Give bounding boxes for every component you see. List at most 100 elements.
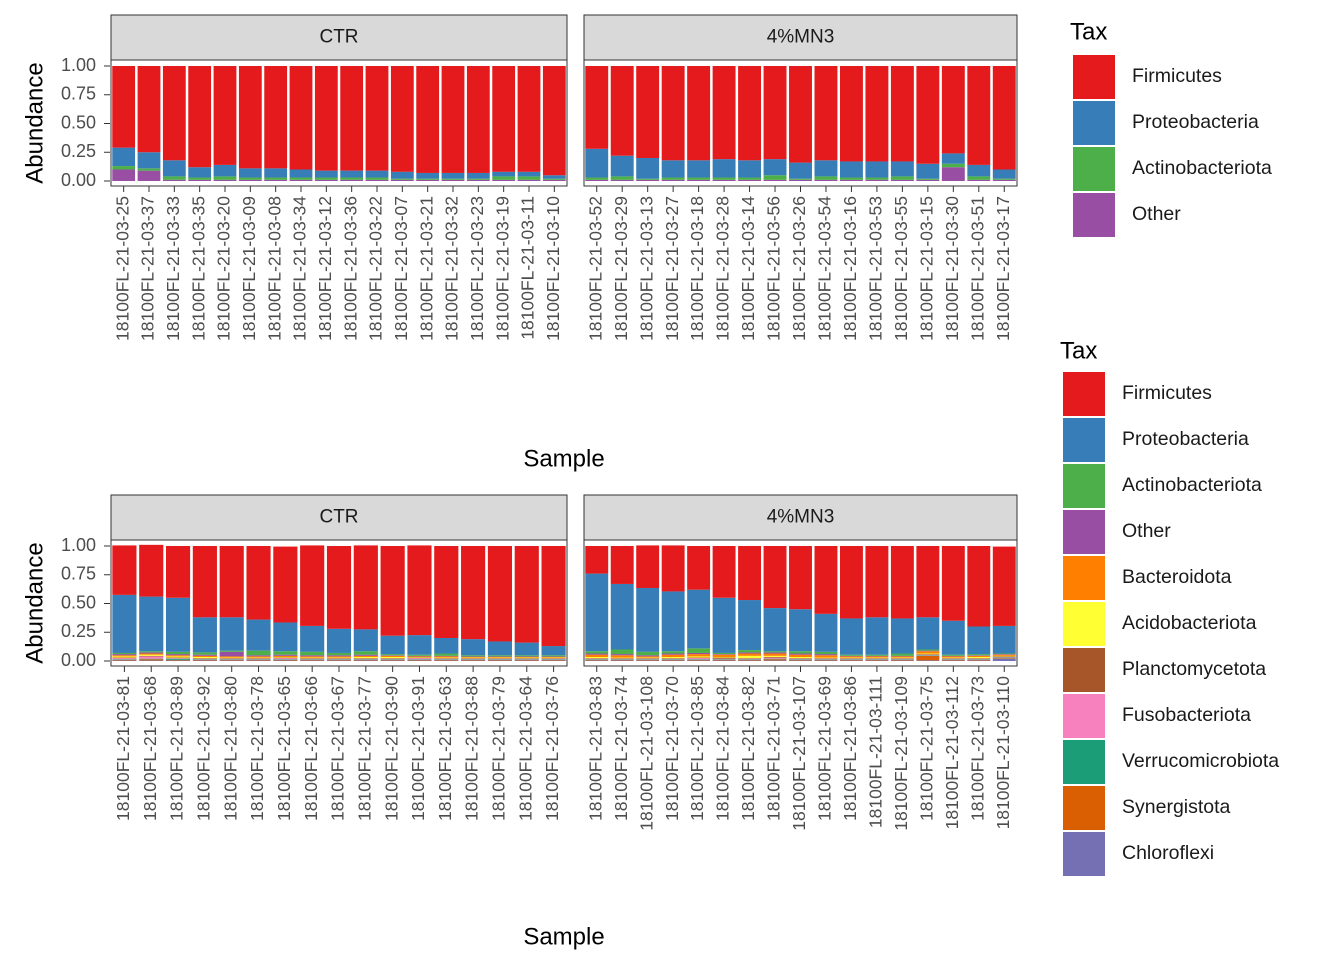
bar-segment-proteobacteria xyxy=(839,618,863,655)
bar-segment-actinobacteriota xyxy=(814,176,838,180)
x-tick-label: 18100FL-21-03-32 xyxy=(442,196,462,341)
bar-segment-planctomycetota xyxy=(687,657,711,659)
bar-segment-other xyxy=(314,179,338,181)
bar-segment-planctomycetota xyxy=(636,658,660,659)
bar-segment-other xyxy=(865,179,889,181)
bar-segment-firmicutes xyxy=(541,546,566,647)
bar-segment-fusobacteriota xyxy=(192,658,217,660)
bar-segment-firmicutes xyxy=(514,546,539,643)
bar-segment-fusobacteriota xyxy=(246,658,271,660)
bar-segment-fusobacteriota xyxy=(687,658,711,660)
bar-segment-actinobacteriota xyxy=(542,178,566,180)
bar-segment-proteobacteria xyxy=(466,172,490,179)
bar-segment-other xyxy=(712,179,736,181)
bar-segment-synergistota xyxy=(814,659,838,661)
bar-segment-other xyxy=(839,655,863,657)
bar-segment-actinobacteriota xyxy=(466,178,490,180)
bar-segment-firmicutes xyxy=(246,546,271,620)
bar-segment-firmicutes xyxy=(738,66,762,161)
bar-segment-other xyxy=(636,179,660,181)
y-tick-label: 0.00 xyxy=(61,170,96,190)
bar-segment-actinobacteriota xyxy=(162,176,186,180)
bar-segment-firmicutes xyxy=(941,66,965,154)
y-tick-label: 0.75 xyxy=(61,564,96,584)
bar-segment-actinobacteriota xyxy=(992,653,1016,655)
bar-segment-proteobacteria xyxy=(188,167,212,178)
bar-segment-actinobacteriota xyxy=(941,654,965,656)
bar-segment-actinobacteriota xyxy=(326,652,352,656)
bar-segment-proteobacteria xyxy=(273,622,298,652)
bar-segment-planctomycetota xyxy=(890,658,914,659)
bar-segment-actinobacteriota xyxy=(213,176,237,180)
facet-strip-label: 4%MN3 xyxy=(767,27,835,48)
bar-segment-planctomycetota xyxy=(139,655,164,657)
bar-segment-planctomycetota xyxy=(165,657,191,659)
bar-segment-verrucomicrobiota xyxy=(839,659,863,660)
bar-segment-chloroflexi xyxy=(165,660,191,662)
bar-segment-actinobacteriota xyxy=(738,650,762,653)
bar-segment-planctomycetota xyxy=(112,657,137,659)
bar-segment-synergistota xyxy=(610,659,634,661)
bar-segment-actinobacteriota xyxy=(763,175,787,180)
bar-segment-actinobacteriota xyxy=(738,177,762,180)
bar-segment-proteobacteria xyxy=(967,164,991,177)
bar-segment-actinobacteriota xyxy=(246,650,271,656)
bar-segment-planctomycetota xyxy=(326,658,352,659)
bar-segment-actinobacteriota xyxy=(687,648,711,653)
bar-segment-other xyxy=(441,179,465,181)
bar-segment-proteobacteria xyxy=(264,168,288,178)
bar-segment-bacteroidota xyxy=(380,655,405,657)
bar-segment-fusobacteriota xyxy=(434,658,459,660)
bar-segment-other xyxy=(585,653,609,655)
legend-label: Synergistota xyxy=(1122,796,1231,818)
bar-segment-other xyxy=(610,179,634,181)
bar-segment-planctomycetota xyxy=(219,658,244,659)
bar-segment-bacteroidota xyxy=(273,655,298,657)
bar-segment-proteobacteria xyxy=(814,613,838,652)
bar-segment-firmicutes xyxy=(380,546,405,636)
bar-segment-other xyxy=(865,655,889,657)
bar-segment-fusobacteriota xyxy=(712,658,736,660)
bar-segment-actinobacteriota xyxy=(238,177,262,180)
bar-segment-actinobacteriota xyxy=(300,651,325,656)
bar-segment-synergistota xyxy=(300,659,325,661)
bar-segment-firmicutes xyxy=(865,546,889,618)
legend-label: Proteobacteria xyxy=(1122,428,1249,450)
bar-segment-verrucomicrobiota xyxy=(326,659,352,660)
x-tick-label: 18100FL-21-03-81 xyxy=(113,676,133,821)
bar-segment-actinobacteriota xyxy=(865,177,889,180)
legend-label: Verrucomicrobiota xyxy=(1122,750,1279,772)
legend-label: Firmicutes xyxy=(1132,65,1222,87)
bar-segment-proteobacteria xyxy=(192,617,217,653)
x-tick-label: 18100FL-21-03-54 xyxy=(815,196,835,341)
bar-segment-acidobacteriota xyxy=(585,656,609,659)
bar-segment-proteobacteria xyxy=(967,626,991,655)
bar-segment-actinobacteriota xyxy=(687,177,711,180)
bar-segment-actinobacteriota xyxy=(967,176,991,180)
legend-key xyxy=(1063,832,1105,876)
bar-segment-proteobacteria xyxy=(517,171,541,177)
bar-segment-chloroflexi xyxy=(246,660,271,662)
bar-segment-firmicutes xyxy=(610,546,634,584)
legend-label: Proteobacteria xyxy=(1132,111,1259,133)
bar-segment-chloroflexi xyxy=(380,660,405,662)
bar-segment-acidobacteriota xyxy=(192,656,217,659)
bar-segment-synergistota xyxy=(246,659,271,661)
bar-segment-proteobacteria xyxy=(353,629,378,652)
bar-segment-bacteroidota xyxy=(487,656,513,658)
bar-segment-firmicutes xyxy=(238,66,262,169)
bar-segment-firmicutes xyxy=(636,66,660,158)
bar-segment-synergistota xyxy=(541,659,566,661)
bar-segment-proteobacteria xyxy=(661,160,685,178)
bar-segment-bacteroidota xyxy=(763,653,787,656)
bar-segment-proteobacteria xyxy=(610,155,634,177)
x-axis-label: Sample xyxy=(523,445,604,472)
bar-segment-acidobacteriota xyxy=(246,657,271,659)
bar-segment-fusobacteriota xyxy=(112,658,137,660)
bar-segment-other xyxy=(273,654,298,656)
legend-label: Bacteroidota xyxy=(1122,566,1232,588)
bar-segment-planctomycetota xyxy=(246,658,271,659)
bar-segment-actinobacteriota xyxy=(916,178,940,180)
x-tick-label: 18100FL-21-03-112 xyxy=(942,676,962,829)
